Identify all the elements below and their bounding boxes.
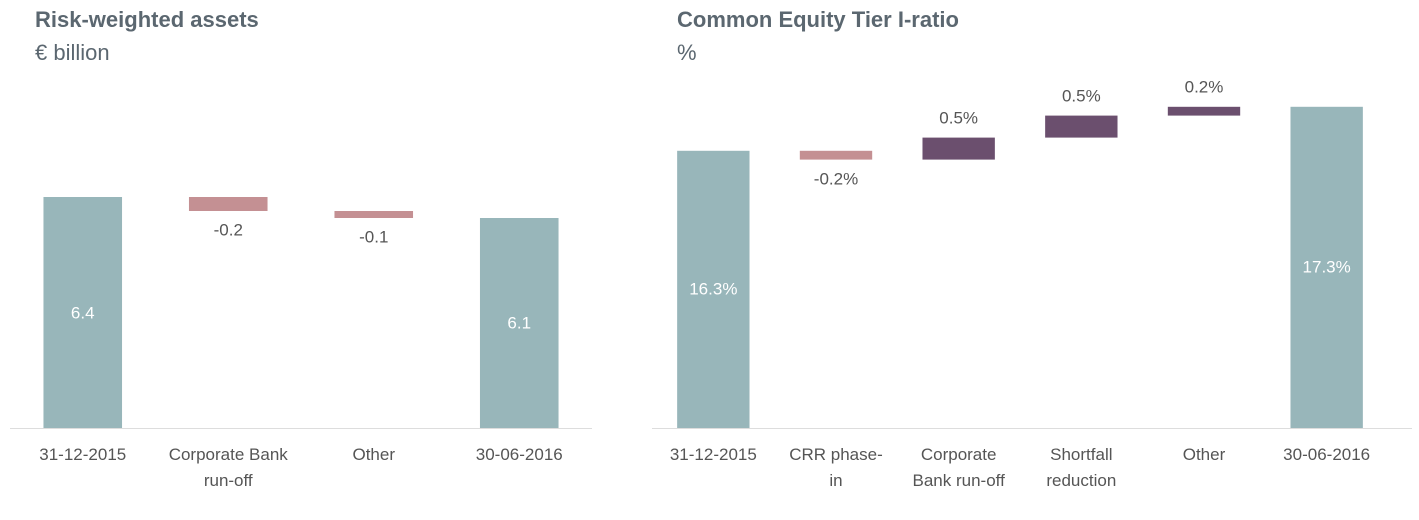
value-label: -0.2% — [813, 169, 859, 189]
bar — [1167, 106, 1241, 116]
bar — [43, 197, 123, 428]
x-tick-label: 30-06-2016 — [475, 445, 563, 464]
bar — [188, 197, 268, 211]
value-label: 0.5% — [1061, 86, 1101, 106]
value-label: 0.5% — [939, 108, 979, 128]
value-label: -0.2 — [213, 220, 243, 240]
bar — [1045, 115, 1118, 138]
bar — [799, 150, 873, 160]
bar — [922, 137, 995, 160]
bar — [1290, 106, 1363, 429]
value-label: 0.2% — [1184, 77, 1224, 97]
value-label: 6.1 — [507, 313, 532, 333]
x-tick-label: Corporate Bank run-off — [168, 445, 288, 490]
chart-title: Risk-weighted assets — [35, 7, 259, 32]
x-tick-label: CRR phase-in — [789, 445, 883, 490]
bar — [479, 218, 559, 428]
x-tick-label: 31-12-2015 — [39, 445, 127, 464]
value-label: 6.4 — [70, 303, 95, 322]
bar — [677, 150, 750, 429]
bar — [334, 211, 414, 218]
value-label: 17.3% — [1302, 257, 1351, 277]
value-label: 16.3% — [689, 279, 738, 299]
x-tick-label: Shortfall reduction — [1046, 445, 1117, 490]
x-tick-label: 31-12-2015 — [669, 445, 757, 464]
x-tick-label: Other — [352, 445, 396, 464]
chart-subtitle: % — [677, 40, 697, 65]
x-tick-label: Corporate Bank run-off — [912, 445, 1005, 490]
chart-subtitle: € billion — [35, 40, 110, 65]
value-label: -0.1 — [359, 227, 389, 247]
x-tick-label: Other — [1182, 445, 1226, 464]
chart-title: Common Equity Tier I-ratio — [677, 7, 959, 32]
x-tick-label: 30-06-2016 — [1283, 445, 1371, 464]
